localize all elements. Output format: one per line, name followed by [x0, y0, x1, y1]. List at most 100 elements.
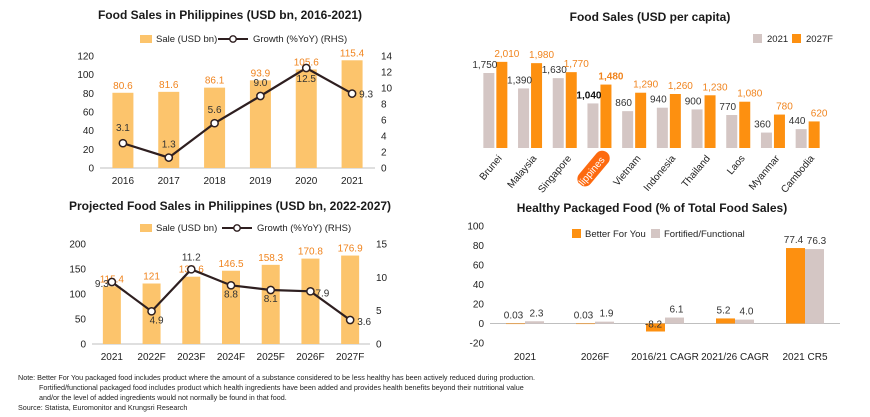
c3-bar-2027	[600, 84, 612, 148]
footnotes: Note: Better For You packaged food inclu…	[18, 373, 868, 413]
c4-label-a: 77.4	[784, 235, 804, 246]
c4-label-b: 2.3	[530, 308, 544, 319]
c3-x-tick: Myanmar	[747, 153, 783, 193]
c2-bar	[341, 255, 360, 344]
c4-y-tick: 0	[478, 319, 484, 330]
c4-bar-b	[595, 321, 614, 324]
c2-growth-label: 3.6	[357, 317, 371, 328]
c1-growth-point	[210, 118, 219, 128]
c1-y-right-tick: 2	[381, 148, 387, 159]
c1-growth-label: 12.5	[297, 74, 317, 85]
c3-legend-swatch-2021	[753, 34, 762, 43]
c1-y-right-tick: 0	[381, 164, 387, 175]
c1-growth-point	[347, 89, 357, 98]
c3-bar-2021	[726, 115, 738, 148]
note-line-2: Fortified/functional packaged food inclu…	[39, 383, 524, 392]
c1-bar	[341, 60, 363, 168]
c1-x-tick: 2020	[295, 176, 318, 187]
c3-x-tick: Brunei	[478, 153, 505, 182]
c2-growth-point	[107, 277, 117, 287]
c1-growth-label: 1.3	[162, 140, 176, 151]
c1-bar-label: 86.1	[205, 76, 225, 87]
c4-y-tick: 80	[473, 241, 485, 252]
c2-legend-swatch-bar	[140, 224, 152, 232]
c4-bar-a	[646, 323, 665, 332]
c1-bar	[158, 91, 180, 168]
c3-label-2021: 1,750	[472, 60, 497, 71]
c1-growth-point	[118, 138, 128, 148]
c3-bar-2027	[565, 72, 577, 148]
c3-label-2027: 1,480	[598, 72, 623, 83]
c1-x-tick: 2021	[341, 176, 364, 187]
c2-x-tick: 2025F	[257, 352, 285, 363]
c3-bar-2027	[808, 121, 820, 148]
c4-y-tick: 40	[473, 280, 485, 291]
c2-growth-label: 8.8	[224, 289, 238, 300]
c1-x-tick: 2018	[203, 176, 226, 187]
c3-x-tick: Indonesia	[642, 153, 679, 194]
c1-y-right-tick: 12	[381, 68, 393, 79]
c3-bar-2021	[518, 88, 530, 148]
c2-x-tick: 2026F	[296, 352, 324, 363]
c2-x-tick: 2022F	[137, 352, 165, 363]
c4-bar-a	[506, 323, 525, 325]
c2-bar	[261, 264, 280, 344]
c4-label-a: -8.2	[645, 320, 663, 331]
c3-legend-label-2021: 2021	[767, 34, 788, 45]
c3-bar-2021	[622, 111, 634, 148]
c1-bar-label: 115.4	[340, 48, 365, 59]
c2-bar	[222, 270, 240, 344]
c4-bar-b	[735, 319, 754, 324]
c4-y-tick: 100	[467, 222, 484, 233]
c4-bar-b	[665, 317, 684, 324]
c1-legend-label-bar: Sale (USD bn)	[156, 34, 217, 45]
c3-label-2021: 1,630	[542, 65, 567, 76]
c2-bar-label: 176.9	[338, 244, 363, 255]
c2-y-right-tick: 10	[376, 273, 388, 284]
c2-bar-label: 146.5	[218, 259, 243, 270]
c3-label-2027: 1,290	[633, 80, 658, 91]
c4-title: Healthy Packaged Food (% of Total Food S…	[517, 201, 787, 215]
c3-label-2027: 1,080	[737, 89, 762, 100]
c2-growth-label: 11.2	[182, 252, 201, 263]
c3-label-2021: 360	[754, 120, 771, 131]
c3-label-2021: 440	[789, 116, 806, 127]
c2-y-left-tick: 0	[80, 340, 86, 351]
c2-x-tick: 2027F	[336, 352, 364, 363]
c2-x-tick: 2023F	[177, 352, 205, 363]
c3-highlight-pill	[577, 150, 610, 187]
c3-bar-2021	[587, 103, 599, 148]
c3-x-tick: Malaysia	[506, 153, 540, 191]
c3-label-2027: 2,010	[494, 49, 519, 60]
c3-label-2021: 900	[685, 96, 702, 107]
c4-bar-a	[786, 248, 805, 324]
c4-legend-swatch-b	[651, 229, 660, 238]
c3-label-2021: 1,040	[576, 90, 601, 101]
c3-label-2021: 1,390	[507, 75, 532, 86]
c1-bar-label: 81.6	[159, 80, 179, 91]
c1-y-right-tick: 4	[381, 132, 387, 143]
c2-bar-label: 170.8	[298, 247, 323, 258]
c3-bar-2021	[656, 107, 668, 148]
c2-growth-point	[266, 285, 276, 295]
c1-y-right-tick: 14	[381, 52, 393, 63]
c4-bar-b	[525, 321, 544, 324]
c2-growth-label: 4.9	[150, 315, 164, 326]
c2-growth-point	[226, 280, 236, 290]
c1-growth-label: 5.6	[208, 105, 222, 116]
c2-growth-label: 9.3	[95, 279, 109, 290]
c2-y-right-tick: 5	[376, 306, 382, 317]
c3-bar-2027	[773, 114, 785, 148]
c1-bar	[204, 87, 226, 168]
c1-legend-swatch-bar	[140, 35, 152, 43]
c1-growth-label: 9.0	[253, 78, 267, 89]
c1-x-tick: 2019	[249, 176, 272, 187]
c1-bar-label: 80.6	[113, 81, 133, 92]
c4-label-b: 6.1	[670, 305, 684, 316]
c3-x-tick: Singapore	[536, 153, 574, 195]
c1-y-left-tick: 0	[88, 164, 94, 175]
c4-legend-label-b: Fortified/Functional	[664, 229, 745, 240]
c1-growth-point	[301, 63, 311, 73]
c3-label-2027: 1,770	[564, 59, 589, 70]
